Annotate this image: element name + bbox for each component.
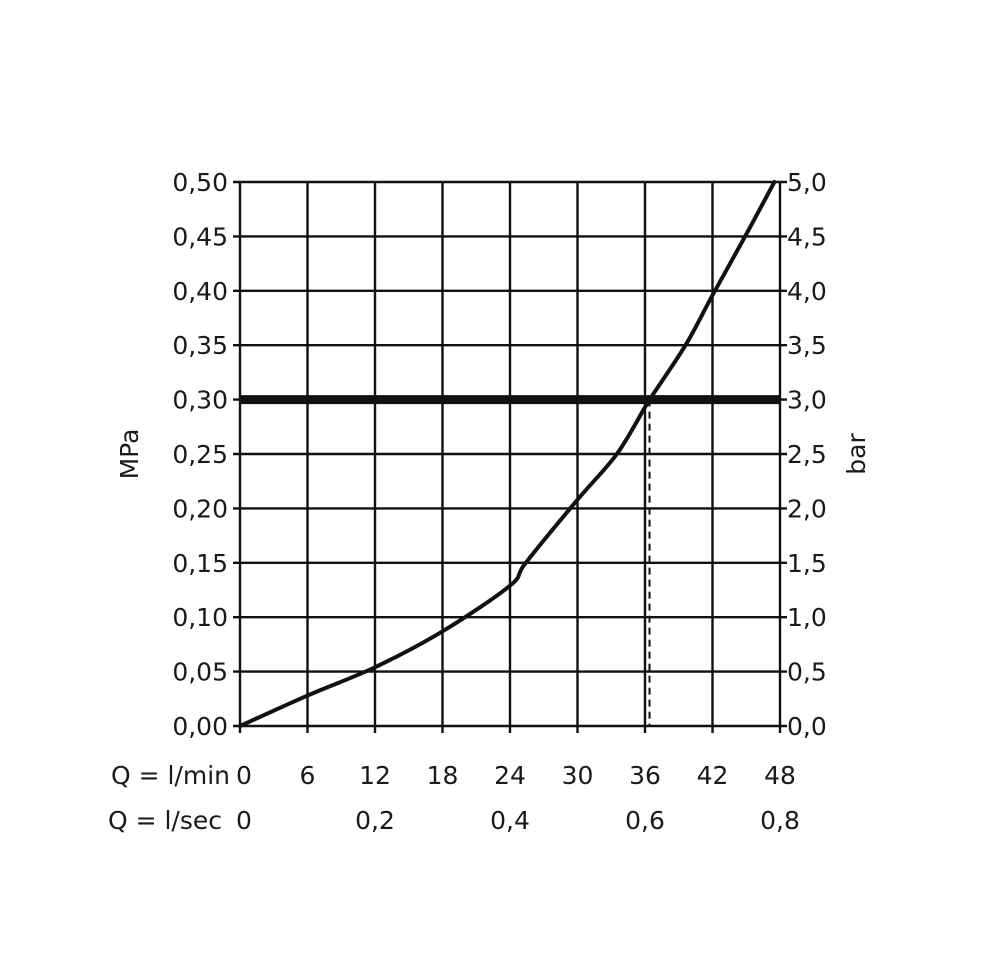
y-tick-label-right: 3,0 [787, 386, 827, 415]
y-tick-label-right: 1,0 [787, 603, 827, 632]
x-tick-label-secondary: 0,6 [625, 806, 665, 835]
y-tick-label-left: 0,00 [172, 712, 228, 741]
x-tick-label-primary: 6 [300, 761, 316, 790]
y-tick-label-left: 0,35 [172, 331, 228, 360]
y-tick-label-left: 0,05 [172, 658, 228, 687]
y-tick-label-left: 0,25 [172, 440, 228, 469]
x-axis-label-primary: Q = l/min [111, 761, 230, 790]
series-line [238, 180, 777, 728]
y-tick-label-right: 3,5 [787, 331, 827, 360]
x-tick-label-secondary: 0,4 [490, 806, 530, 835]
y-tick-label-right: 4,5 [787, 222, 827, 251]
x-tick-label-primary: 18 [427, 761, 459, 790]
grid [233, 180, 787, 733]
x-tick-label-primary: 0 [236, 761, 252, 790]
y-tick-label-right: 0,0 [787, 712, 827, 741]
y-axis-label-left: MPa [115, 429, 144, 480]
x-tick-label-primary: 24 [494, 761, 526, 790]
y-tick-label-left: 0,40 [172, 277, 228, 306]
y-tick-label-left: 0,15 [172, 549, 228, 578]
x-axis-label-secondary: Q = l/sec [108, 806, 222, 835]
x-tick-label-primary: 12 [359, 761, 391, 790]
x-tick-label-primary: 42 [697, 761, 729, 790]
y-tick-label-left: 0,20 [172, 494, 228, 523]
y-tick-label-right: 0,5 [787, 658, 827, 687]
y-tick-label-left: 0,30 [172, 386, 228, 415]
tick-labels: 0,00 0,00,05 0,50,10 1,00,15 1,50,20 2,00,25 2… [172, 168, 826, 835]
x-tick-label-secondary: 0 [236, 806, 252, 835]
x-tick-label-secondary: 0,8 [760, 806, 800, 835]
y-tick-label-right: 2,0 [787, 494, 827, 523]
x-tick-label-primary: 36 [629, 761, 661, 790]
x-tick-label-secondary: 0,2 [355, 806, 395, 835]
y-axis-label-right: bar [842, 433, 871, 475]
y-tick-label-left: 0,45 [172, 222, 228, 251]
y-tick-label-right: 4,0 [787, 277, 827, 306]
y-tick-label-right: 2,5 [787, 440, 827, 469]
x-tick-label-primary: 30 [562, 761, 594, 790]
y-tick-label-right: 5,0 [787, 168, 827, 197]
marks [238, 180, 780, 728]
y-tick-label-right: 1,5 [787, 549, 827, 578]
y-tick-label-left: 0,10 [172, 603, 228, 632]
y-tick-label-left: 0,50 [172, 168, 228, 197]
x-tick-label-primary: 48 [764, 761, 796, 790]
